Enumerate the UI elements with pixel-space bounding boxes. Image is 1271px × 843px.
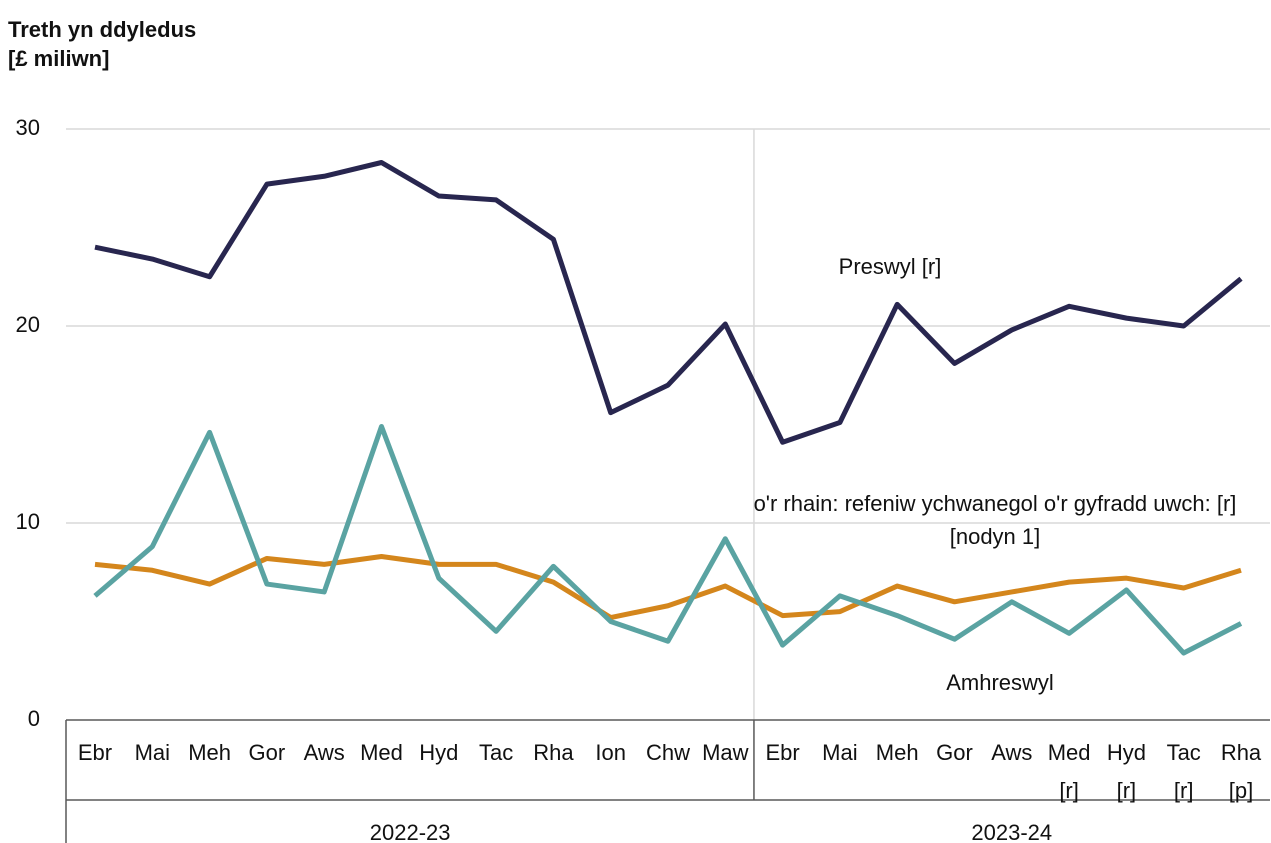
x-tick-label: Aws [303, 740, 345, 765]
x-tick-label: Rha [p] [1220, 740, 1262, 803]
x-tick-label: Hyd [419, 740, 459, 765]
x-tick-label: Med [360, 740, 403, 765]
series-line [93, 423, 1243, 656]
x-tick-label: Mai [134, 740, 171, 765]
series-label: Preswyl [r] [838, 254, 942, 279]
y-tick-label: 10 [16, 509, 40, 534]
x-tick-label: Maw [702, 740, 749, 765]
y-tick-label: 20 [16, 312, 40, 337]
group-label: 2023-24 [971, 820, 1053, 843]
x-tick-label: Meh [875, 740, 919, 765]
x-tick-label: Gor [936, 740, 973, 765]
x-tick-label: Med [r] [1047, 740, 1091, 803]
x-tick-label: Aws [991, 740, 1033, 765]
series-line [94, 553, 1242, 621]
x-tick-label: Ion [595, 740, 626, 765]
chart-title: Treth yn ddyledus [£ miliwn] [8, 17, 197, 71]
x-tick-label: Hyd [r] [1106, 740, 1146, 803]
x-tick-label: Ebr [77, 740, 113, 765]
x-tick-label: Ebr [765, 740, 800, 765]
x-tick-label: Mai [822, 740, 858, 765]
x-tick-label: Meh [188, 740, 231, 765]
series-label: Amhreswyl [946, 670, 1054, 695]
x-tick-label: Tac [478, 740, 514, 765]
y-tick-label: 30 [16, 115, 40, 140]
group-label: 2022-23 [369, 820, 451, 843]
x-tick-label: Tac [r] [1166, 740, 1201, 803]
y-tick-label: 0 [28, 706, 40, 731]
x-tick-label: Gor [248, 740, 286, 765]
x-tick-label: Rha [533, 740, 574, 765]
x-tick-label: Chw [645, 740, 690, 765]
series-line [94, 159, 1243, 445]
series-label: o'r rhain: refeniw ychwanegol o'r gyfrad… [753, 491, 1237, 549]
